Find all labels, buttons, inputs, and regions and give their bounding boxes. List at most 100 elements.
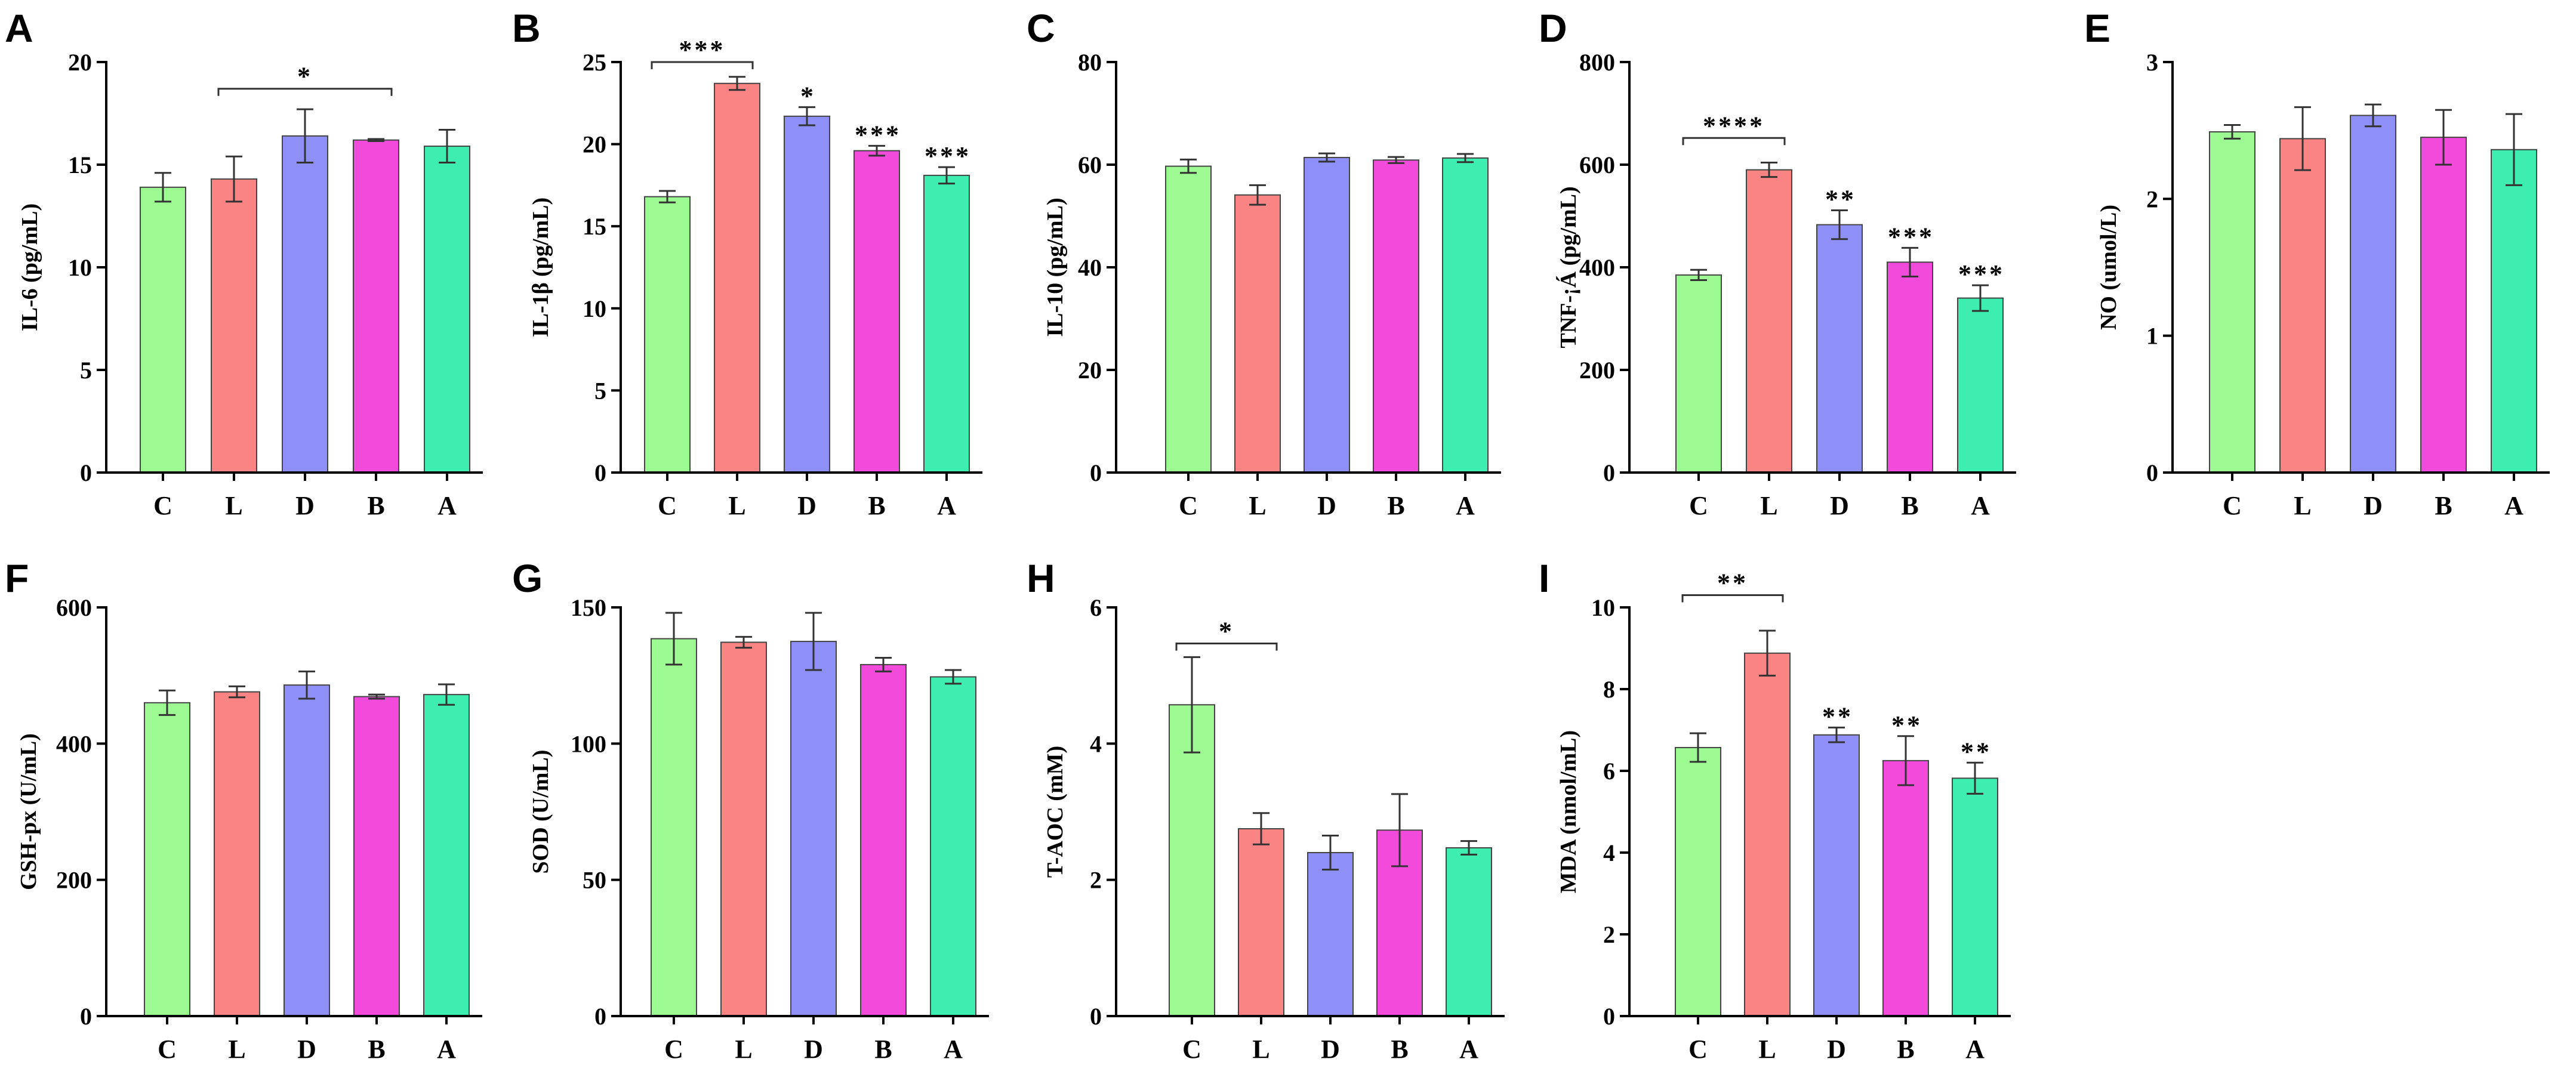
y-tick-label: 0 bbox=[1090, 1003, 1102, 1030]
bar-L bbox=[1234, 194, 1281, 473]
x-tick-label-A: A bbox=[437, 1035, 456, 1064]
y-tick-label: 20 bbox=[1078, 357, 1102, 384]
x-tick-label-D: D bbox=[297, 1035, 316, 1064]
bar-L bbox=[1746, 169, 1792, 473]
bar-L bbox=[714, 82, 760, 473]
bar-B bbox=[860, 663, 907, 1017]
y-tick-label: 60 bbox=[1078, 152, 1102, 178]
x-tick-label-D: D bbox=[2364, 491, 2383, 520]
x-tick-label-A: A bbox=[1965, 1035, 1985, 1064]
y-tick-label: 0 bbox=[594, 1003, 606, 1030]
x-tick-label-B: B bbox=[1387, 491, 1404, 520]
bar-C bbox=[651, 638, 697, 1017]
significance-bracket-label: ** bbox=[1717, 568, 1748, 597]
panel-letter: C bbox=[1027, 6, 1055, 50]
x-tick-label-A: A bbox=[1459, 1035, 1478, 1064]
y-tick-label: 0 bbox=[80, 1003, 92, 1030]
x-tick-label-B: B bbox=[1901, 491, 1918, 520]
y-tick-label: 0 bbox=[80, 459, 92, 486]
bar-L bbox=[1744, 652, 1791, 1017]
bar-B bbox=[1373, 159, 1419, 473]
bar-B bbox=[853, 150, 900, 474]
bar-A bbox=[424, 146, 470, 474]
x-tick-label-D: D bbox=[1321, 1035, 1340, 1064]
significance-bracket bbox=[651, 61, 754, 69]
significance-label-B: *** bbox=[855, 120, 901, 149]
y-tick-label: 5 bbox=[594, 377, 606, 404]
y-tick-label: 400 bbox=[1579, 254, 1615, 281]
y-axis-title: NO (umol/L) bbox=[2096, 205, 2121, 330]
x-tick-label-A: A bbox=[1971, 491, 1990, 520]
bar-D bbox=[784, 115, 830, 474]
y-tick-label: 1 bbox=[2146, 323, 2158, 350]
panel-D: D C L ** D *** B *** A 0 200 400 600 800 TNF-¡Á (pg/mL… bbox=[1539, 6, 2016, 520]
bar-A bbox=[923, 174, 970, 473]
panel-G: G C L D B A 0 50 100 150 SOD (U/mL) bbox=[512, 556, 989, 1064]
y-tick-label: 3 bbox=[2146, 49, 2158, 76]
panel-A: A C L D B A 0 5 10 15 20 IL-6 (pg/mL) * bbox=[5, 6, 483, 520]
bar-A bbox=[930, 676, 976, 1017]
y-tick-label: 150 bbox=[571, 594, 606, 621]
panel-letter: E bbox=[2084, 6, 2110, 50]
y-tick-label: 400 bbox=[56, 730, 92, 757]
x-tick-label-B: B bbox=[1897, 1035, 1914, 1064]
panel-B: B C L * D *** B *** A 0 5 10 15 20 25 IL-1β (pg/mL) *** bbox=[512, 6, 982, 520]
significance-bracket-label: *** bbox=[679, 35, 726, 64]
x-tick-label-D: D bbox=[295, 491, 315, 520]
panel-E: E C L D B A 0 1 2 3 NO (umol/L) bbox=[2084, 6, 2550, 520]
y-axis-title: IL-1β (pg/mL) bbox=[528, 197, 553, 337]
y-tick-label: 40 bbox=[1078, 254, 1102, 281]
x-tick-label-A: A bbox=[1456, 491, 1475, 520]
significance-label-D: ** bbox=[1825, 185, 1856, 214]
bar-L bbox=[211, 178, 257, 473]
x-tick-label-D: D bbox=[797, 491, 816, 520]
y-axis-title: GSH-px (U/mL) bbox=[16, 733, 41, 890]
y-tick-label: 100 bbox=[571, 730, 606, 757]
panel-letter: H bbox=[1027, 556, 1055, 600]
x-tick-label-C: C bbox=[664, 1035, 683, 1064]
bar-D bbox=[282, 135, 328, 473]
x-tick-label-C: C bbox=[1689, 491, 1708, 520]
significance-label-A: *** bbox=[925, 141, 971, 171]
panel-I: I C L ** D ** B ** A 0 2 4 6 8 10 MDA (nmol/mL) ** bbox=[1539, 556, 2011, 1064]
bar-L bbox=[214, 691, 260, 1017]
x-tick-label-B: B bbox=[874, 1035, 892, 1064]
x-tick-label-B: B bbox=[368, 1035, 385, 1064]
bar-A bbox=[1442, 157, 1489, 473]
y-tick-label: 15 bbox=[68, 152, 92, 178]
x-tick-label-A: A bbox=[437, 491, 457, 520]
y-tick-label: 5 bbox=[80, 357, 92, 384]
x-tick-label-L: L bbox=[1252, 1035, 1269, 1064]
significance-bracket bbox=[1682, 137, 1786, 146]
bar-D bbox=[2350, 115, 2396, 473]
y-tick-label: 600 bbox=[1579, 152, 1615, 178]
significance-bracket bbox=[217, 88, 393, 96]
y-axis-title: T-AOC (mM) bbox=[1043, 746, 1068, 878]
panel-letter: B bbox=[512, 6, 541, 50]
y-tick-label: 6 bbox=[1090, 594, 1102, 621]
y-tick-label: 0 bbox=[1603, 1003, 1615, 1030]
y-tick-label: 50 bbox=[583, 867, 606, 894]
significance-bracket-label: * bbox=[297, 62, 313, 91]
significance-bracket-label: **** bbox=[1703, 111, 1765, 140]
y-tick-label: 15 bbox=[583, 213, 606, 240]
y-tick-label: 600 bbox=[56, 594, 92, 621]
bar-C bbox=[1169, 704, 1215, 1017]
y-tick-label: 20 bbox=[583, 131, 606, 158]
panel-letter: F bbox=[5, 556, 29, 600]
panel-C: C C L D B A 0 20 40 60 80 IL-10 (pg/mL) bbox=[1027, 6, 1501, 520]
y-tick-label: 20 bbox=[68, 49, 92, 76]
x-tick-label-L: L bbox=[1760, 491, 1777, 520]
y-axis-title: TNF-¡Á (pg/mL) bbox=[1556, 186, 1581, 348]
significance-label-B: ** bbox=[1891, 711, 1922, 740]
x-tick-label-B: B bbox=[1391, 1035, 1408, 1064]
panel-F: F C L D B A 0 200 400 600 GSH-px (U/mL) bbox=[5, 556, 482, 1064]
x-tick-label-D: D bbox=[804, 1035, 823, 1064]
bar-C bbox=[1675, 746, 1721, 1017]
bar-A bbox=[1952, 777, 1998, 1017]
bar-C bbox=[144, 702, 190, 1017]
y-tick-label: 0 bbox=[594, 459, 606, 486]
bar-D bbox=[1307, 852, 1354, 1017]
y-tick-label: 2 bbox=[1090, 867, 1102, 894]
y-tick-label: 0 bbox=[2146, 459, 2158, 486]
